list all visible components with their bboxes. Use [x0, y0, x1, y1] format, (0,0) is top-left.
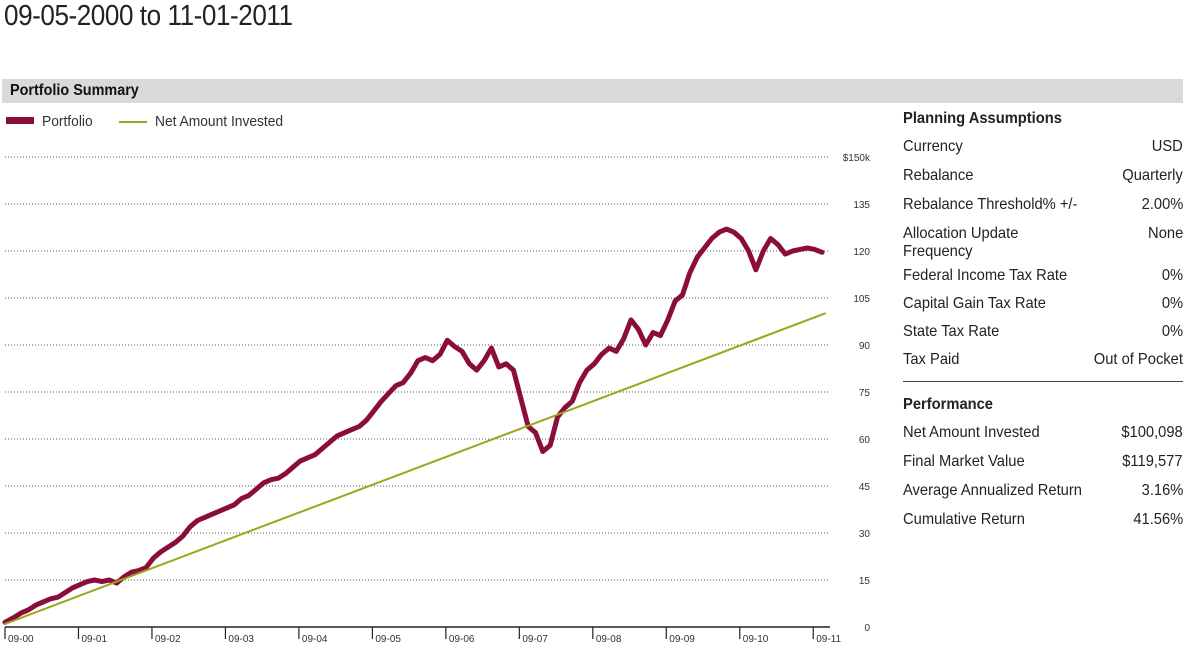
performance-row-value: $119,577	[1122, 453, 1183, 470]
section-header-bar: Portfolio Summary	[2, 79, 1183, 103]
planning-row-label: Capital Gain Tax Rate	[903, 295, 1046, 312]
performance-row-label: Cumulative Return	[903, 511, 1025, 528]
legend-swatch-portfolio	[6, 117, 34, 124]
performance-row: Final Market Value $119,577	[903, 453, 1183, 482]
planning-row: Allocation Update Frequency None	[903, 225, 1183, 267]
x-tick-label: 09-04	[302, 634, 328, 645]
planning-row-value: Quarterly	[1122, 167, 1183, 184]
performance-row-value: 3.16%	[1141, 482, 1183, 499]
planning-row-label: Tax Paid	[903, 351, 960, 368]
x-tick-label: 09-03	[228, 634, 254, 645]
planning-row-value: 2.00%	[1141, 196, 1183, 213]
y-tick-label: 15	[859, 576, 871, 587]
y-tick-label: 30	[859, 529, 871, 540]
planning-row: Tax Paid Out of Pocket	[903, 351, 1183, 375]
planning-row: State Tax Rate 0%	[903, 323, 1183, 351]
series-line-portfolio	[2, 226, 825, 625]
x-tick-label: 09-02	[155, 634, 181, 645]
performance-rows: Net Amount Invested $100,098 Final Marke…	[903, 424, 1183, 540]
planning-row-value: 0%	[1161, 267, 1183, 284]
performance-row-label: Net Amount Invested	[903, 424, 1040, 441]
y-tick-label: 120	[853, 247, 870, 258]
planning-row-value: 0%	[1161, 295, 1183, 312]
x-tick-label: 09-08	[596, 634, 622, 645]
performance-heading: Performance	[903, 396, 994, 413]
y-tick-label: 75	[859, 388, 871, 399]
planning-row: Rebalance Threshold% +/- 2.00%	[903, 196, 1183, 225]
performance-row: Cumulative Return 41.56%	[903, 511, 1183, 540]
y-tick-label: 60	[859, 435, 871, 446]
performance-row-value: 41.56%	[1133, 511, 1183, 528]
y-tick-label: 105	[853, 294, 870, 305]
planning-row: Federal Income Tax Rate 0%	[903, 267, 1183, 295]
planning-row-label: Allocation Update Frequency	[903, 225, 1019, 260]
performance-row: Net Amount Invested $100,098	[903, 424, 1183, 453]
performance-row-value: $100,098	[1121, 424, 1183, 441]
side-panel: Planning Assumptions Currency USD Rebala…	[903, 110, 1183, 540]
legend-label-portfolio: Portfolio	[42, 113, 93, 130]
planning-row-label: Rebalance Threshold% +/-	[903, 196, 1078, 213]
planning-row-label: Currency	[903, 138, 963, 155]
planning-row-value: None	[1147, 225, 1183, 242]
page-title: 09-05-2000 to 11-01-2011	[4, 0, 293, 32]
planning-row-label: Federal Income Tax Rate	[903, 267, 1068, 284]
x-tick-label: 09-09	[669, 634, 695, 645]
x-tick-label: 09-10	[743, 634, 769, 645]
legend-label-net-invested: Net Amount Invested	[155, 113, 284, 130]
planning-row-label: State Tax Rate	[903, 323, 1000, 340]
x-tick-label: 09-01	[81, 634, 107, 645]
planning-row: Rebalance Quarterly	[903, 167, 1183, 196]
y-tick-label: 135	[853, 200, 870, 211]
planning-row-value: 0%	[1161, 323, 1183, 340]
performance-row: Average Annualized Return 3.16%	[903, 482, 1183, 511]
x-tick-label: 09-05	[375, 634, 401, 645]
y-tick-label: 45	[859, 482, 871, 493]
portfolio-chart: 0 15 30 45 60 75 90 105 120 135 $150k 09-00 09-01 09-…	[2, 153, 871, 645]
x-tick-label: 09-11	[816, 634, 841, 645]
performance-row-label: Average Annualized Return	[903, 482, 1082, 499]
series-line-net-invested	[4, 312, 826, 625]
panel-divider	[903, 381, 1183, 382]
section-title: Portfolio Summary	[10, 82, 139, 99]
planning-row-value: Out of Pocket	[1093, 351, 1183, 368]
y-tick-label: $150k	[843, 153, 871, 164]
x-tick-label: 09-07	[522, 634, 548, 645]
x-tick-label: 09-00	[8, 634, 34, 645]
planning-heading: Planning Assumptions	[903, 110, 1062, 127]
performance-row-label: Final Market Value	[903, 453, 1025, 470]
planning-row: Currency USD	[903, 138, 1183, 167]
planning-row-value: USD	[1151, 138, 1183, 155]
planning-row: Capital Gain Tax Rate 0%	[903, 295, 1183, 323]
y-tick-label: 0	[864, 623, 870, 634]
legend-swatch-net-invested	[119, 121, 147, 123]
y-tick-label: 90	[859, 341, 871, 352]
planning-rows: Currency USD Rebalance Quarterly Rebalan…	[903, 138, 1183, 375]
x-tick-label: 09-06	[449, 634, 475, 645]
planning-row-label: Rebalance	[903, 167, 974, 184]
